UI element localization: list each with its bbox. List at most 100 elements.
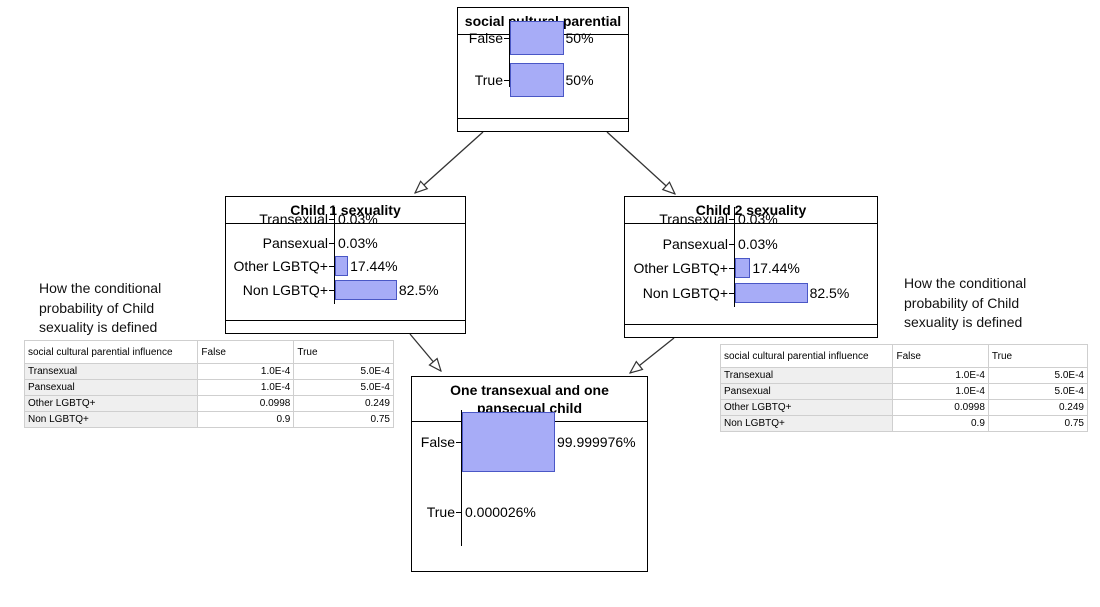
cpt-cell: 0.0998 [197,395,295,412]
probability-axis [734,207,735,307]
cpt-cell: 0.9 [892,415,989,432]
cpt-cell: 0.9 [197,411,295,428]
cpt-cell: Non LGBTQ+ [719,415,894,432]
cpt-cell: Pansexual [23,379,199,396]
cpt-header-cell: True [987,344,1089,368]
state-label: Transexual [259,211,328,227]
node-child-1-sexuality[interactable]: Child 1 sexuality Transexual 0.03% Pansexu… [225,196,466,334]
state-probability-bar [735,258,751,279]
state-tick [329,289,334,291]
cpt-cell: 5.0E-4 [293,379,394,396]
state-tick [329,266,334,268]
cpt-row: Transexual 1.0E-4 5.0E-4 [23,363,394,380]
cpt-cell: Non LGBTQ+ [23,411,199,428]
state-percentage: 0.03% [338,234,378,251]
cpt-cell: 0.249 [293,395,394,412]
state-label: Transexual [659,211,728,227]
state-label: True [426,504,455,520]
cpt-row: Non LGBTQ+ 0.9 0.75 [23,411,394,428]
cpt-header-row: social cultural parential influence False… [23,340,394,364]
state-probability-bar [462,412,555,472]
node-footer [625,324,877,337]
probability-axis [334,207,335,304]
cpt-cell: 5.0E-4 [987,367,1089,384]
cpt-cell: 0.75 [987,415,1089,432]
cpt-row: Non LGBTQ+ 0.9 0.75 [719,415,1089,432]
cpt-row: Other LGBTQ+ 0.0998 0.249 [23,395,394,412]
state-probability-bar [510,21,564,55]
state-label: Other LGBTQ+ [633,260,728,277]
state-label: False [468,30,503,46]
cpt-cell: 0.249 [987,399,1089,416]
node-footer [458,118,628,131]
state-label: Other LGBTQ+ [233,258,328,275]
cpt-cell: 1.0E-4 [197,379,295,396]
state-percentage: 99.999976% [556,434,636,450]
cpt-cell: 0.75 [293,411,394,428]
state-tick [504,80,509,81]
node-footer [226,320,465,333]
state-percentage: 0.03% [738,235,778,252]
state-tick [729,243,734,245]
state-tick [329,242,334,244]
state-percentage: 82.5% [398,281,439,298]
cpt-cell: 5.0E-4 [293,363,394,380]
edge-parental-to-child2 [606,131,675,194]
state-label: Pansexual [662,235,728,252]
node-title: Child 1 sexuality [226,197,465,224]
node-child-2-sexuality[interactable]: Child 2 sexuality Transexual 0.03% Pansexu… [624,196,878,338]
cpt-cell: Transexual [719,367,894,384]
cpt-row: Other LGBTQ+ 0.0998 0.249 [719,399,1089,416]
cpt-header-cell: False [892,344,989,368]
state-label: False [420,434,455,450]
node-social-cultural-parential[interactable]: social cultural parential False50%True50… [457,7,629,132]
cpt-cell: Other LGBTQ+ [719,399,894,416]
cpt-table-left: social cultural parential influence False… [23,340,394,428]
cpt-row: Transexual 1.0E-4 5.0E-4 [719,367,1089,384]
state-percentage: 17.44% [752,260,800,277]
cpt-table-right: social cultural parential influence False… [719,344,1089,432]
state-percentage: 0.03% [738,211,778,227]
probability-axis [509,19,510,87]
cpt-header-cell: False [197,340,295,364]
state-percentage: 50% [565,30,594,46]
cpt-cell: Other LGBTQ+ [23,395,199,412]
note-right: How the conditional probability of Child… [904,275,1027,330]
state-tick [504,38,509,39]
state-percentage: 82.5% [809,284,850,301]
state-probability-bar [510,63,564,97]
cpt-cell: Transexual [23,363,199,380]
state-tick [729,268,734,270]
node-one-transexual-one-pansecual-child[interactable]: One transexual and one pansecual child F… [411,376,648,572]
state-probability-bar [335,256,349,277]
state-probability-bar [735,282,808,303]
cpt-header-cell: social cultural parential influence [719,344,894,368]
state-percentage: 0.000026% [465,504,536,520]
state-tick [729,292,734,294]
cpt-header-row: social cultural parential influence False… [719,344,1089,368]
state-label: Non LGBTQ+ [242,281,328,298]
state-tick [456,442,461,443]
cpt-row: Pansexual 1.0E-4 5.0E-4 [719,383,1089,400]
state-tick [729,219,734,220]
note-left: How the conditional probability of Child… [39,280,162,335]
state-percentage: 0.03% [338,211,378,227]
edge-parental-to-child1 [415,131,484,193]
probability-axis [461,410,462,546]
cpt-cell: 5.0E-4 [987,383,1089,400]
state-percentage: 50% [565,72,594,88]
state-tick [456,512,461,513]
state-percentage: 17.44% [350,258,398,275]
cpt-header-cell: social cultural parential influence [23,340,199,364]
cpt-row: Pansexual 1.0E-4 5.0E-4 [23,379,394,396]
node-title: Child 2 sexuality [625,197,877,224]
cpt-cell: 0.0998 [892,399,989,416]
cpt-cell: Pansexual [719,383,894,400]
state-label: True [474,72,503,88]
state-label: Pansexual [262,234,328,251]
state-probability-bar [335,279,397,300]
cpt-cell: 1.0E-4 [892,367,989,384]
cpt-cell: 1.0E-4 [197,363,295,380]
cpt-cell: 1.0E-4 [892,383,989,400]
